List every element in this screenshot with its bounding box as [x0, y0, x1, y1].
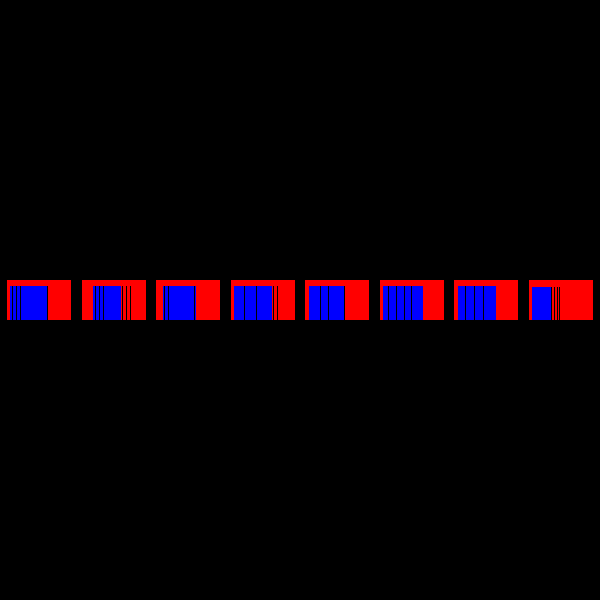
bar-stripe	[273, 286, 274, 320]
bar-primary	[458, 286, 496, 320]
bar-stripe	[483, 286, 484, 320]
bar-stripe	[244, 286, 245, 320]
bar-stripe	[465, 286, 466, 320]
bar-stripe	[47, 286, 48, 320]
chart-panel	[379, 279, 445, 321]
bar-stripe	[396, 286, 397, 320]
bar-stripe	[411, 286, 412, 320]
bar-stripe	[99, 286, 100, 320]
bar-primary	[309, 286, 345, 320]
bar-stripe	[277, 286, 278, 320]
bar-stripe	[16, 286, 17, 320]
bar-stripe	[194, 286, 195, 320]
bar-stripe	[474, 286, 475, 320]
bar-stripe	[554, 287, 555, 320]
bar-stripe	[12, 286, 13, 320]
chart-strip	[0, 279, 600, 321]
bar-stripe	[168, 286, 169, 320]
bar-stripe	[103, 286, 104, 320]
chart-panel	[528, 279, 594, 321]
bar-stripe	[130, 286, 131, 320]
bar-stripe	[344, 286, 345, 320]
chart-panel	[155, 279, 221, 321]
bar-primary	[234, 286, 272, 320]
bar-stripe	[557, 287, 558, 320]
bar-stripe	[328, 286, 329, 320]
bar-stripe	[95, 286, 96, 320]
bar-stripe	[126, 286, 127, 320]
bar-stripe	[404, 286, 405, 320]
bar-stripe	[256, 286, 257, 320]
bar-stripe	[320, 286, 321, 320]
bar-stripe	[164, 286, 165, 320]
bar-primary	[93, 286, 121, 320]
chart-panel	[6, 279, 72, 321]
chart-panel	[453, 279, 519, 321]
chart-panel	[304, 279, 370, 321]
bar-stripe	[551, 287, 552, 320]
chart-panel	[230, 279, 296, 321]
bar-stripe	[559, 287, 560, 320]
bar-primary	[532, 287, 550, 320]
chart-panel	[81, 279, 147, 321]
bar-stripe	[20, 286, 21, 320]
bar-stripe	[388, 286, 389, 320]
bar-stripe	[122, 286, 123, 320]
